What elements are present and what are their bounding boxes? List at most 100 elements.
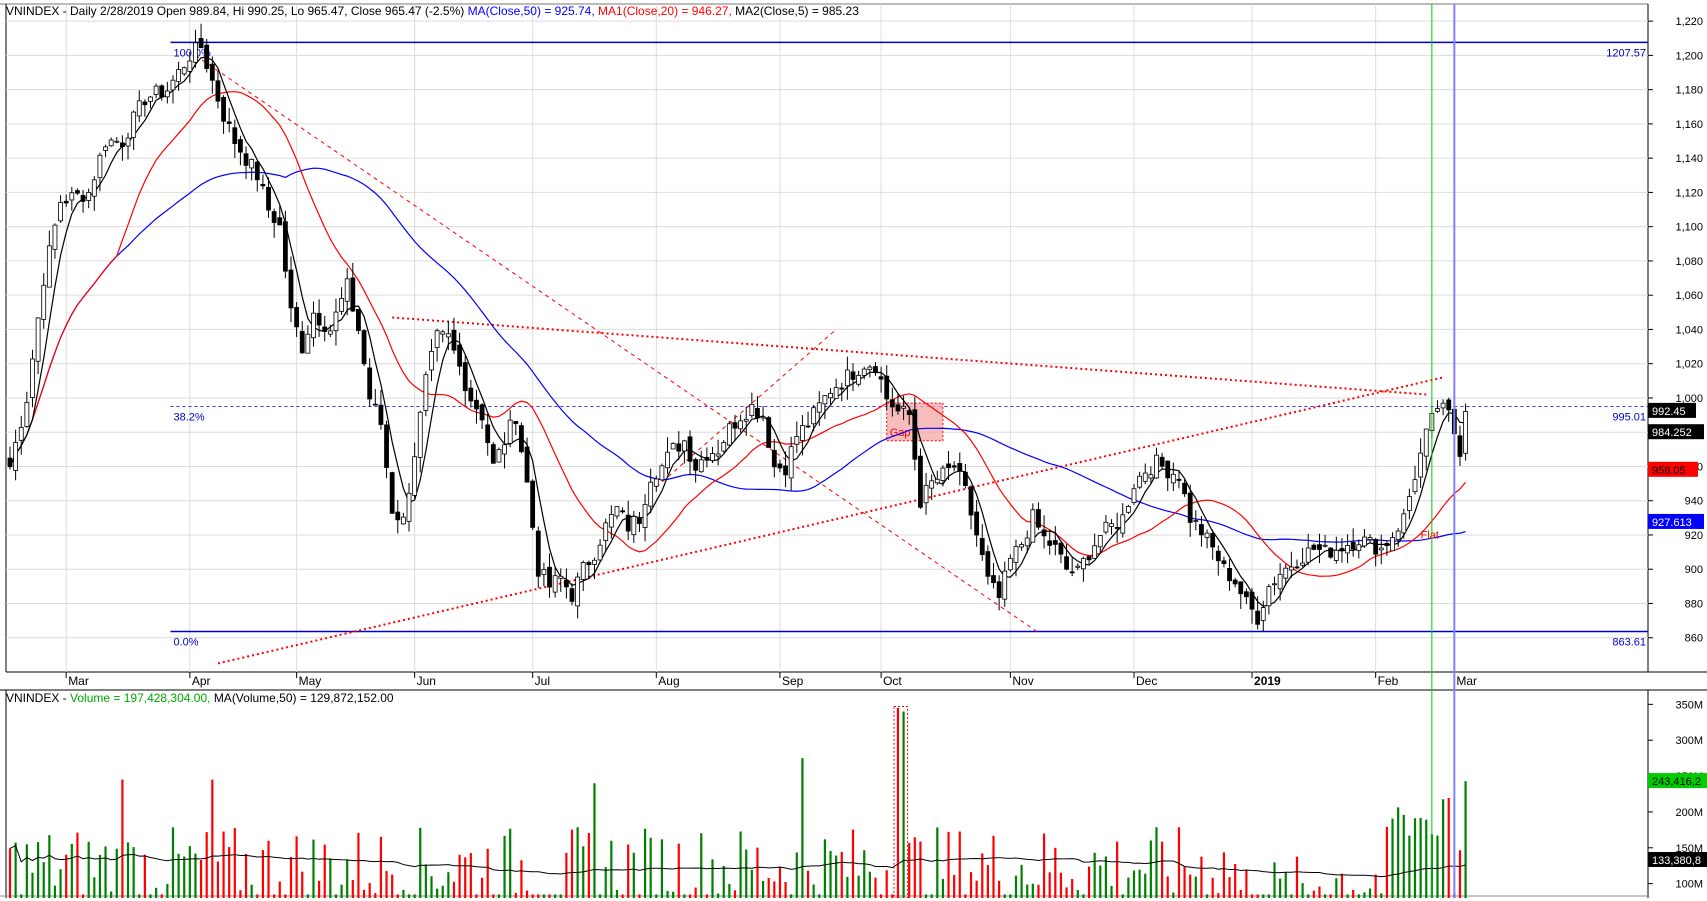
y-tick-label: 940 xyxy=(1685,496,1703,508)
candle-body xyxy=(350,277,356,312)
candle-body xyxy=(1333,549,1339,561)
volume-y-tick-label: 350M xyxy=(1675,699,1703,711)
candle-body xyxy=(282,221,288,272)
candle-body xyxy=(226,121,232,124)
vertical-markers xyxy=(1431,4,1456,898)
candle-body xyxy=(1069,571,1075,574)
badge-volume-ma: 133,380,8 xyxy=(1648,851,1707,867)
moving-averages xyxy=(9,56,1467,607)
candle-body xyxy=(901,406,906,409)
candle-body xyxy=(715,453,721,457)
candle-body xyxy=(86,192,92,201)
fib-38-label: 38.2% xyxy=(173,411,204,423)
candle-body xyxy=(1367,537,1373,541)
candle-body xyxy=(120,142,125,147)
candle-body xyxy=(1187,492,1193,523)
badge-ma20-text: 958.05 xyxy=(1652,465,1686,477)
candle-body xyxy=(294,307,300,328)
candle-body xyxy=(1092,545,1098,559)
y-tick-label: 1,000 xyxy=(1675,393,1703,405)
trend-lines xyxy=(195,54,1444,665)
candle-body xyxy=(1120,514,1126,534)
candle-body xyxy=(749,403,755,416)
y-tick-label: 1,120 xyxy=(1675,187,1703,199)
badge-volume-ma-text: 133,380,8 xyxy=(1652,855,1701,867)
candle-body xyxy=(108,139,114,147)
candle-body xyxy=(1401,513,1407,534)
candle-body xyxy=(794,436,800,445)
candle-body xyxy=(1097,535,1103,548)
candle-body xyxy=(378,404,384,425)
candle-body xyxy=(676,443,682,452)
candle-body xyxy=(822,395,828,405)
ma20-line xyxy=(9,91,1467,577)
badge-ma5-text: 984.252 xyxy=(1652,427,1692,439)
candle-body xyxy=(1075,565,1081,568)
candle-body xyxy=(1013,546,1019,563)
candle-body xyxy=(974,511,980,536)
candle-body xyxy=(63,200,69,204)
candle-body xyxy=(788,446,794,479)
y-tick-label: 1,100 xyxy=(1675,222,1703,234)
candle-body xyxy=(451,329,457,351)
candle-body xyxy=(176,69,182,82)
candle-body xyxy=(327,330,333,335)
candle-body xyxy=(356,308,361,331)
candle-body xyxy=(1345,545,1350,554)
fib-100-value-label: 1207.57 xyxy=(1606,47,1646,59)
candle-body xyxy=(1311,544,1317,550)
candle-body xyxy=(1154,454,1159,479)
candle-body xyxy=(682,440,687,452)
candle-body xyxy=(721,442,727,452)
ma5-legend: MA2(Close,5) = 985.23 xyxy=(735,4,859,18)
candle-body xyxy=(889,399,895,408)
candle-body xyxy=(1221,560,1227,564)
x-tick-label: Jun xyxy=(417,674,436,688)
candle-body xyxy=(1435,408,1440,412)
candle-body xyxy=(1266,586,1272,607)
candle-body xyxy=(1238,581,1244,595)
candle-body xyxy=(187,60,193,72)
candle-body xyxy=(1227,568,1232,582)
candle-body xyxy=(704,456,710,461)
candle-body xyxy=(254,161,260,181)
candle-body xyxy=(490,444,496,464)
value-badges: 992.45 984.252 958.05 927.613 243,416,2 … xyxy=(1648,402,1707,867)
candle-body xyxy=(1300,562,1305,566)
candle-body xyxy=(884,375,890,400)
candle-body xyxy=(384,424,389,468)
candle-body xyxy=(996,581,1002,598)
candle-body xyxy=(1193,520,1199,522)
candle-body xyxy=(1328,547,1334,558)
volume-bars xyxy=(8,705,1467,899)
candle-body xyxy=(1378,547,1384,551)
candle-body xyxy=(215,80,221,102)
candle-body xyxy=(580,562,586,580)
candle-body xyxy=(1283,567,1289,579)
candle-body xyxy=(1412,479,1418,492)
volume-spike-box xyxy=(893,705,909,899)
candle-body xyxy=(125,137,131,147)
candle-body xyxy=(625,514,631,532)
candle-body xyxy=(136,100,142,117)
candle-body xyxy=(1260,607,1266,621)
badge-close: 992.45 xyxy=(1648,402,1696,418)
candle-body xyxy=(406,492,412,522)
candle-body xyxy=(322,326,328,332)
x-tick-label: Aug xyxy=(658,674,679,688)
candle-body xyxy=(659,465,665,481)
volume-y-tick-label: 100M xyxy=(1675,879,1703,891)
panel-frames xyxy=(0,3,1707,898)
candle-body xyxy=(541,568,547,575)
candle-body xyxy=(1232,579,1238,585)
candle-body xyxy=(462,362,468,392)
candle-body xyxy=(1036,509,1041,528)
candle-body xyxy=(608,514,614,528)
candle-body xyxy=(288,269,294,309)
candle-body xyxy=(1362,536,1367,547)
candle-body xyxy=(519,425,524,453)
candle-body xyxy=(1294,566,1300,569)
volume-y-tick-label: 200M xyxy=(1675,807,1703,819)
